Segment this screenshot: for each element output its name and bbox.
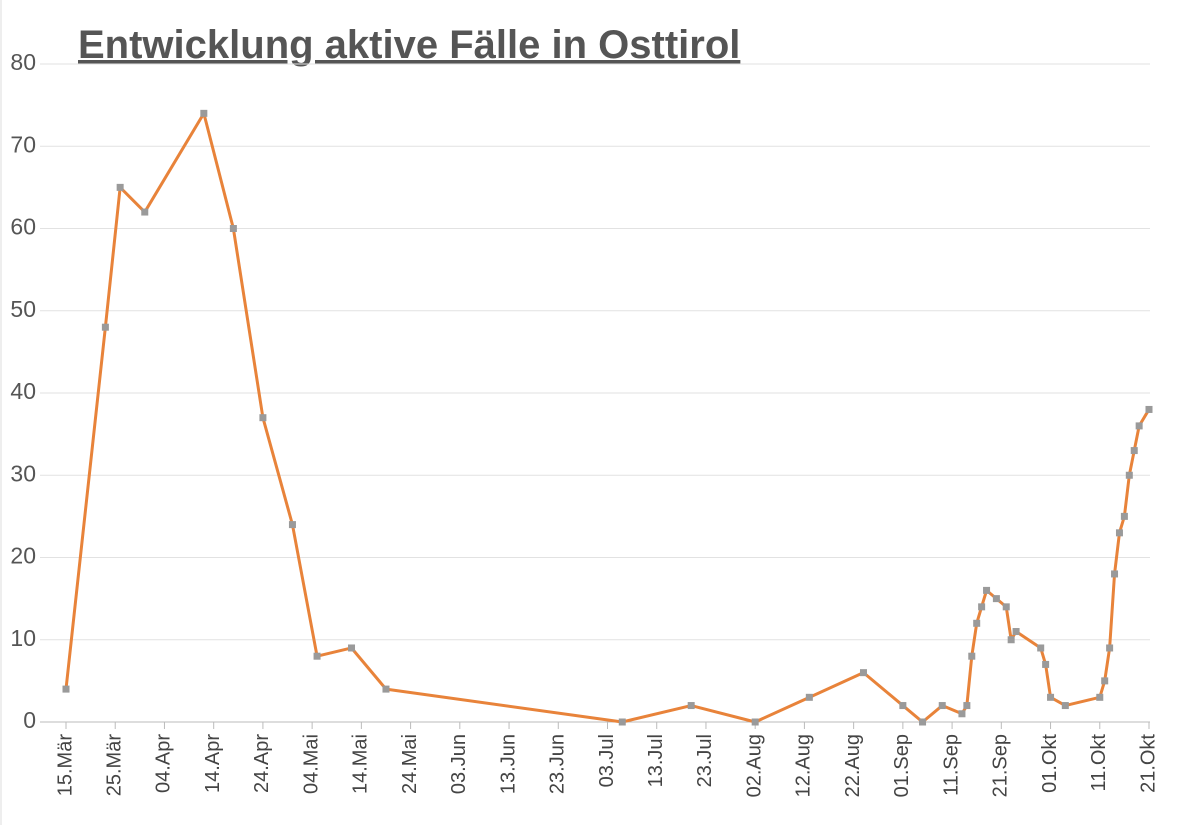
x-tick-label: 11.Okt (1088, 734, 1110, 792)
x-tick-label: 03.Jul (596, 734, 618, 787)
marker (859, 669, 867, 677)
x-tick-label: 14.Mai (350, 734, 372, 794)
y-tick-label: 10 (10, 625, 36, 651)
marker (983, 586, 991, 594)
x-tick-label: 14.Apr (202, 734, 224, 793)
marker (101, 323, 109, 331)
marker (992, 595, 1000, 603)
marker (1007, 636, 1015, 644)
marker (1042, 660, 1050, 668)
x-tick-label: 21.Okt (1137, 734, 1159, 793)
marker (1047, 693, 1055, 701)
x-tick-label: 24.Apr (251, 734, 273, 793)
marker (805, 693, 813, 701)
marker (751, 718, 759, 726)
x-tick-label: 12.Aug (793, 734, 815, 797)
line (64, 111, 1151, 724)
marker (1096, 693, 1104, 701)
marker (1111, 570, 1119, 578)
marker (1037, 644, 1045, 652)
marker (1061, 702, 1069, 710)
x-tick-label: 21.Sep (990, 734, 1012, 797)
marker (62, 685, 70, 693)
x-tick-label: 23.Jul (694, 734, 716, 787)
marker (1120, 512, 1128, 520)
y-tick-label: 70 (10, 131, 36, 157)
x-tick-label: 03.Jun (448, 734, 470, 794)
marker (1130, 447, 1138, 455)
marker (1145, 405, 1153, 413)
marker (687, 702, 695, 710)
x-tick-label: 01.Sep (891, 734, 913, 797)
marker (348, 644, 356, 652)
marker (288, 521, 296, 529)
marker (973, 619, 981, 627)
x-tick-label: 25.Mär (104, 734, 126, 797)
x-tick-label: 24.Mai (399, 734, 421, 794)
x-tick-label: 22.Aug (842, 734, 864, 797)
marker (1002, 603, 1010, 611)
marker (899, 702, 907, 710)
y-tick-label: 50 (10, 296, 36, 322)
marker (200, 109, 208, 117)
marker (1012, 628, 1020, 636)
marker (229, 225, 237, 232)
marker (1115, 529, 1123, 537)
x-tick-label: 02.Aug (743, 734, 765, 797)
marker (968, 652, 976, 660)
marker (116, 183, 124, 191)
y-tick-label: 20 (10, 543, 36, 569)
marker (1125, 471, 1133, 479)
x-tick-label: 23.Jun (547, 734, 569, 794)
y-tick-label: 40 (10, 378, 36, 404)
marker (1106, 644, 1114, 652)
marker (618, 718, 626, 726)
y-tick-label: 30 (10, 460, 36, 486)
chart-title: Entwicklung aktive Fälle in Osttirol (78, 23, 740, 67)
marker (938, 702, 946, 710)
y-tick-label: 0 (23, 707, 36, 733)
marker (978, 603, 986, 611)
y-tick-label: 80 (10, 49, 36, 75)
marker (958, 710, 966, 718)
x-tick-label: 04.Mai (300, 734, 322, 794)
marker (919, 718, 927, 726)
x-tick-label: 11.Sep (940, 734, 962, 796)
x-tick-label: 13.Jul (645, 734, 667, 787)
y-tick-label: 60 (10, 214, 36, 240)
x-tick-label: 15.Mär (54, 734, 76, 797)
marker (1101, 677, 1109, 685)
marker (1135, 422, 1143, 430)
marker (141, 208, 149, 216)
x-tick-label: 04.Apr (153, 734, 175, 793)
marker (963, 702, 971, 710)
x-tick-label: 13.Jun (497, 734, 519, 794)
marker (259, 414, 267, 422)
x-tick-label: 01.Okt (1039, 734, 1061, 793)
marker (313, 652, 321, 660)
marker (382, 685, 390, 693)
